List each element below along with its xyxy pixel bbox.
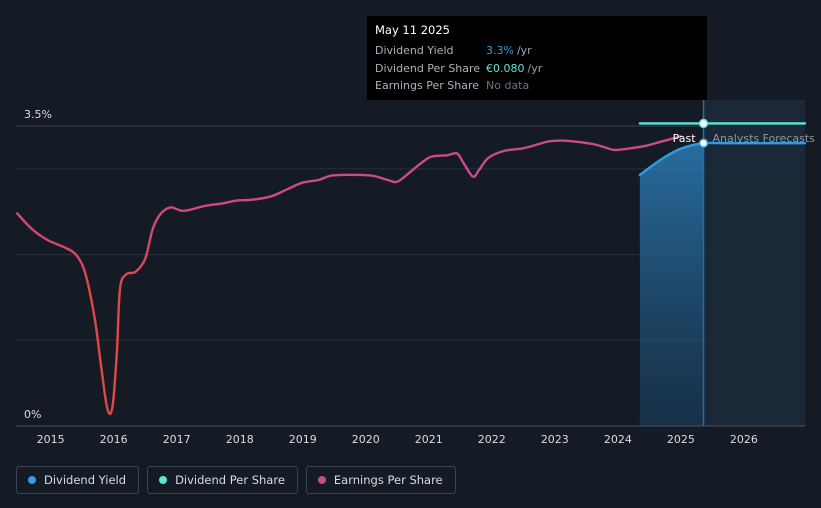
x-axis-labels: 2015 2016 2017 2018 2019 2020 2021 2022 2023 2024… — [37, 433, 758, 446]
x-tick-label: 2025 — [667, 433, 695, 446]
x-tick-label: 2021 — [415, 433, 443, 446]
legend-label: Dividend Per Share — [175, 473, 285, 487]
tooltip-unit: /yr — [527, 61, 543, 75]
tooltip-row-dividend-per-share: Dividend Per Share €0.080/yr — [375, 60, 699, 78]
x-tick-label: 2024 — [604, 433, 632, 446]
legend-item-dividend-per-share[interactable]: Dividend Per Share — [147, 466, 298, 494]
y-axis-labels: 3.5% 0% — [24, 108, 52, 421]
tooltip-row-dividend-yield: Dividend Yield 3.3%/yr — [375, 42, 699, 60]
x-tick-label: 2018 — [226, 433, 254, 446]
series-line-earnings-per-share — [16, 135, 683, 416]
past-label: Past — [673, 132, 697, 145]
legend-dot-icon — [159, 476, 168, 484]
legend: Dividend Yield Dividend Per Share Earnin… — [16, 466, 456, 494]
legend-item-earnings-per-share[interactable]: Earnings Per Share — [305, 466, 456, 494]
legend-label: Dividend Yield — [44, 473, 127, 487]
tooltip-row-earnings-per-share: Earnings Per Share No data — [375, 77, 699, 95]
past-band — [639, 143, 704, 426]
tooltip: May 11 2025 Dividend Yield 3.3%/yr Divid… — [367, 16, 707, 100]
forecast-area — [703, 100, 805, 426]
legend-item-dividend-yield[interactable]: Dividend Yield — [16, 466, 140, 494]
marker-dividend-per-share — [698, 118, 709, 129]
tooltip-date: May 11 2025 — [375, 23, 450, 37]
x-tick-label: 2016 — [100, 433, 128, 446]
x-tick-label: 2020 — [352, 433, 380, 446]
x-tick-label: 2015 — [37, 433, 65, 446]
tooltip-label: Earnings Per Share — [375, 79, 480, 93]
x-tick-label: 2019 — [289, 433, 317, 446]
series-line-dividend-yield — [638, 141, 807, 177]
tooltip-label: Dividend Yield — [375, 44, 454, 58]
legend-dot-icon — [317, 476, 326, 484]
past-shaded-band — [639, 143, 704, 426]
forecast-label: Analysts Forecasts — [713, 132, 816, 145]
tooltip-unit: /yr — [516, 44, 532, 58]
marker-dividend-yield — [698, 138, 709, 148]
x-tick-label: 2017 — [163, 433, 191, 446]
legend-dot-icon — [28, 476, 36, 484]
x-tick-label: 2026 — [730, 433, 758, 446]
series-markers — [698, 118, 709, 148]
x-tick-label: 2022 — [478, 433, 506, 446]
tooltip-value: No data — [486, 79, 530, 93]
tooltip-value: €0.080 — [486, 61, 525, 75]
legend-label: Earnings Per Share — [333, 473, 443, 487]
y-tick-label: 0% — [24, 408, 41, 421]
tooltip-value: 3.3% — [486, 44, 514, 58]
y-tick-label: 3.5% — [24, 108, 52, 121]
tooltip-label: Dividend Per Share — [375, 61, 481, 75]
x-tick-label: 2023 — [541, 433, 569, 446]
